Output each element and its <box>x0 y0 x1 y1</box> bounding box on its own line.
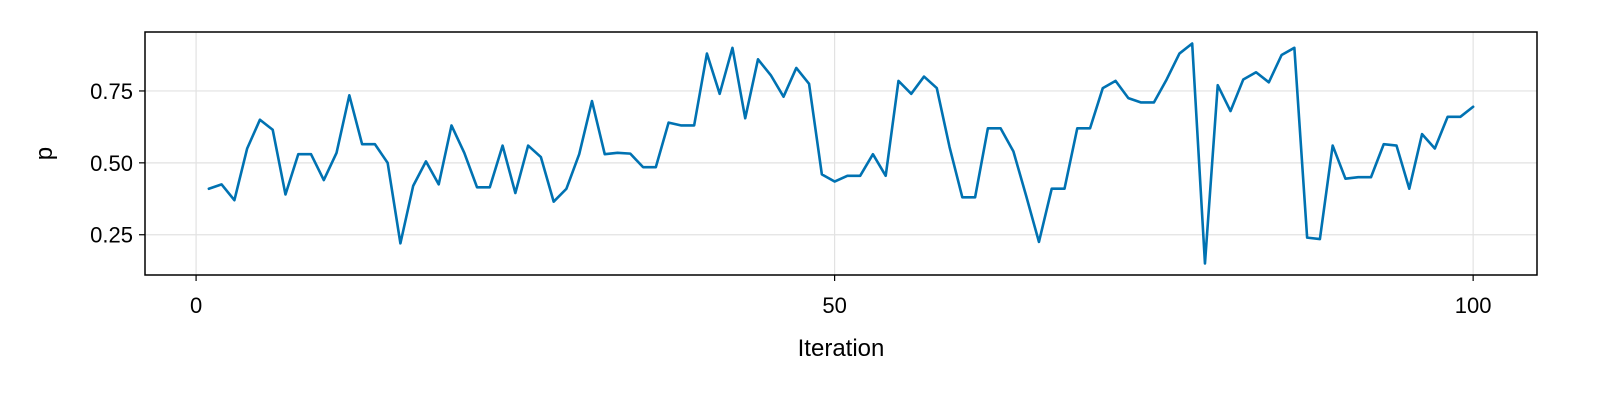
y-tick-label: 0.75 <box>90 79 133 104</box>
y-axis-label: p <box>31 147 58 160</box>
series <box>207 42 1475 265</box>
y-tick-label: 0.25 <box>90 223 133 248</box>
x-axis-ticks: 0 50 100 <box>190 275 1492 318</box>
x-tick-label: 50 <box>822 293 846 318</box>
x-tick-label: 100 <box>1455 293 1492 318</box>
plot-frame <box>144 31 1538 276</box>
grid <box>145 32 1537 275</box>
x-tick-label: 0 <box>190 293 202 318</box>
series-line <box>207 42 1475 265</box>
y-axis-ticks: 0.25 0.50 0.75 <box>90 79 145 248</box>
x-axis-label: Iteration <box>798 335 885 362</box>
y-tick-label: 0.50 <box>90 151 133 176</box>
